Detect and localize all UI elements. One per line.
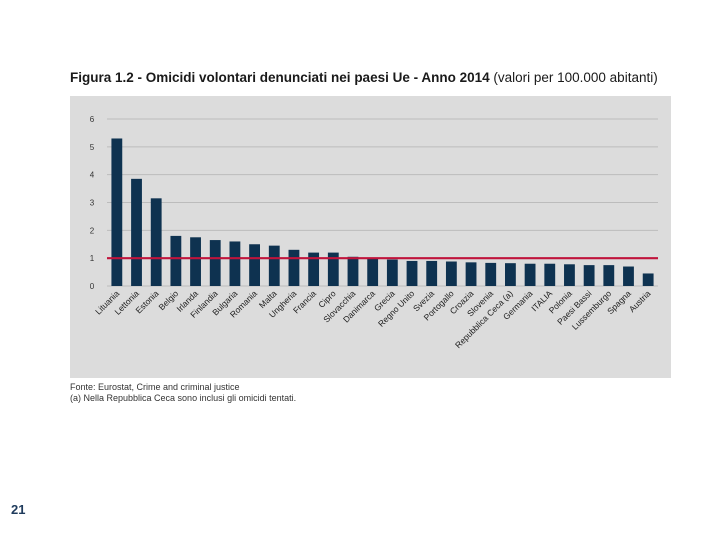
bar xyxy=(229,241,241,286)
chart-panel: 0 1 2 3 4 5 6 Lituania Lettonia Estonia Belgio Irl… xyxy=(70,96,671,378)
figure-title: Figura 1.2 - Omicidi volontari denunciat… xyxy=(70,70,690,85)
bar xyxy=(583,265,595,286)
bar xyxy=(485,262,497,286)
bars xyxy=(111,138,654,286)
bar xyxy=(268,245,280,286)
bar xyxy=(209,240,221,286)
y-tick-label: 6 xyxy=(90,115,95,124)
bar xyxy=(288,249,300,286)
bar xyxy=(642,273,654,286)
page-number: 21 xyxy=(11,502,26,517)
footnote-a: (a) Nella Repubblica Ceca sono inclusi g… xyxy=(70,393,297,403)
bar xyxy=(367,258,379,286)
bar xyxy=(623,266,634,286)
category-label: Austria xyxy=(627,288,653,314)
figure-notes: Fonte: Eurostat, Crime and criminal just… xyxy=(70,382,296,404)
bar xyxy=(111,138,123,286)
bar xyxy=(603,265,615,286)
bar xyxy=(249,244,261,286)
bar xyxy=(150,198,162,286)
gridlines xyxy=(107,118,658,287)
bar xyxy=(564,264,575,286)
bar xyxy=(465,262,477,286)
bar xyxy=(544,263,556,286)
source-note: Fonte: Eurostat, Crime and criminal just… xyxy=(70,382,240,392)
bar xyxy=(426,260,438,286)
bar xyxy=(308,252,320,286)
bar xyxy=(131,178,142,286)
y-tick-labels: 0 1 2 3 4 5 6 xyxy=(90,115,95,291)
bar xyxy=(170,235,182,286)
bar xyxy=(347,256,359,286)
bar-chart: 0 1 2 3 4 5 6 LituaniaLettoniaEstoniaBelgioIrl… xyxy=(90,115,658,350)
y-tick-label: 5 xyxy=(90,143,95,152)
bar xyxy=(524,263,536,286)
y-tick-label: 0 xyxy=(90,282,95,291)
y-tick-label: 2 xyxy=(90,226,95,235)
bar xyxy=(190,237,201,286)
bar xyxy=(327,252,339,286)
figure-title-main: Omicidi volontari denunciati nei paesi U… xyxy=(145,70,490,85)
y-tick-label: 4 xyxy=(90,171,95,180)
x-category-labels: LituaniaLettoniaEstoniaBelgioIrlandaFinl… xyxy=(93,288,653,350)
bar xyxy=(445,261,457,286)
y-tick-label: 3 xyxy=(90,199,95,208)
figure-title-units: (valori per 100.000 abitanti) xyxy=(489,70,658,85)
y-tick-label: 1 xyxy=(90,254,95,263)
bar xyxy=(406,260,418,286)
figure-label: Figura 1.2 - xyxy=(70,70,146,85)
bar xyxy=(504,263,516,286)
bar xyxy=(386,259,398,286)
